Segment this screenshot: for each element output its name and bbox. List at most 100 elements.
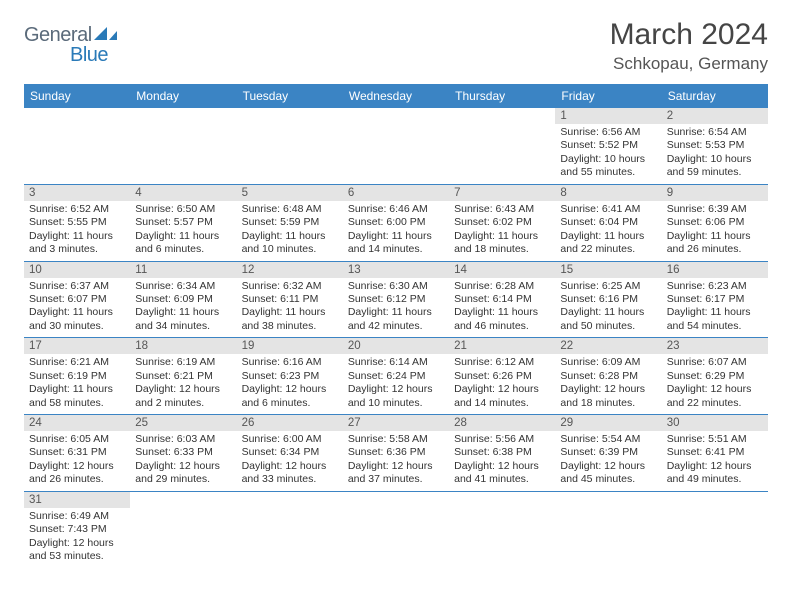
calendar-day-cell: 29Sunrise: 5:54 AMSunset: 6:39 PMDayligh… bbox=[555, 415, 661, 492]
sunset-text: Sunset: 6:19 PM bbox=[29, 370, 125, 383]
daylight-text: Daylight: 12 hours and 2 minutes. bbox=[135, 383, 231, 410]
day-number: 7 bbox=[449, 185, 555, 201]
daylight-text: Daylight: 12 hours and 29 minutes. bbox=[135, 460, 231, 487]
day-number: 8 bbox=[555, 185, 661, 201]
calendar-day-cell: 21Sunrise: 6:12 AMSunset: 6:26 PMDayligh… bbox=[449, 338, 555, 415]
daylight-text: Daylight: 12 hours and 33 minutes. bbox=[242, 460, 338, 487]
weekday-header: Monday bbox=[130, 84, 236, 108]
calendar-empty-cell bbox=[449, 108, 555, 184]
sunset-text: Sunset: 5:55 PM bbox=[29, 216, 125, 229]
daylight-text: Daylight: 12 hours and 18 minutes. bbox=[560, 383, 656, 410]
calendar-day-cell: 27Sunrise: 5:58 AMSunset: 6:36 PMDayligh… bbox=[343, 415, 449, 492]
calendar-day-cell: 26Sunrise: 6:00 AMSunset: 6:34 PMDayligh… bbox=[237, 415, 343, 492]
daylight-text: Daylight: 12 hours and 6 minutes. bbox=[242, 383, 338, 410]
calendar-day-cell: 10Sunrise: 6:37 AMSunset: 6:07 PMDayligh… bbox=[24, 261, 130, 338]
sunrise-text: Sunrise: 6:43 AM bbox=[454, 203, 550, 216]
day-number: 30 bbox=[662, 415, 768, 431]
daylight-text: Daylight: 11 hours and 26 minutes. bbox=[667, 230, 763, 257]
daylight-text: Daylight: 11 hours and 6 minutes. bbox=[135, 230, 231, 257]
sunrise-text: Sunrise: 6:07 AM bbox=[667, 356, 763, 369]
day-details: Sunrise: 6:46 AMSunset: 6:00 PMDaylight:… bbox=[343, 201, 449, 261]
sunrise-text: Sunrise: 6:16 AM bbox=[242, 356, 338, 369]
calendar-day-cell: 20Sunrise: 6:14 AMSunset: 6:24 PMDayligh… bbox=[343, 338, 449, 415]
day-details: Sunrise: 5:51 AMSunset: 6:41 PMDaylight:… bbox=[662, 431, 768, 491]
weekday-header: Tuesday bbox=[237, 84, 343, 108]
calendar-day-cell: 30Sunrise: 5:51 AMSunset: 6:41 PMDayligh… bbox=[662, 415, 768, 492]
day-details: Sunrise: 6:48 AMSunset: 5:59 PMDaylight:… bbox=[237, 201, 343, 261]
sunset-text: Sunset: 6:28 PM bbox=[560, 370, 656, 383]
brand-part1: General bbox=[24, 24, 92, 46]
brand-part2: Blue bbox=[70, 44, 108, 66]
calendar-empty-cell bbox=[237, 108, 343, 184]
sunset-text: Sunset: 5:53 PM bbox=[667, 139, 763, 152]
day-number: 20 bbox=[343, 338, 449, 354]
daylight-text: Daylight: 11 hours and 18 minutes. bbox=[454, 230, 550, 257]
sunrise-text: Sunrise: 5:54 AM bbox=[560, 433, 656, 446]
month-title: March 2024 bbox=[610, 18, 768, 52]
day-number: 26 bbox=[237, 415, 343, 431]
daylight-text: Daylight: 11 hours and 34 minutes. bbox=[135, 306, 231, 333]
calendar-week-row: 3Sunrise: 6:52 AMSunset: 5:55 PMDaylight… bbox=[24, 184, 768, 261]
day-number: 6 bbox=[343, 185, 449, 201]
sunrise-text: Sunrise: 6:25 AM bbox=[560, 280, 656, 293]
sunset-text: Sunset: 6:12 PM bbox=[348, 293, 444, 306]
sunset-text: Sunset: 6:06 PM bbox=[667, 216, 763, 229]
calendar-empty-cell bbox=[343, 491, 449, 567]
daylight-text: Daylight: 11 hours and 14 minutes. bbox=[348, 230, 444, 257]
sunrise-text: Sunrise: 6:41 AM bbox=[560, 203, 656, 216]
day-details: Sunrise: 6:49 AMSunset: 7:43 PMDaylight:… bbox=[24, 508, 130, 568]
sunrise-text: Sunrise: 6:50 AM bbox=[135, 203, 231, 216]
sunrise-text: Sunrise: 5:56 AM bbox=[454, 433, 550, 446]
day-number: 23 bbox=[662, 338, 768, 354]
sunrise-text: Sunrise: 6:46 AM bbox=[348, 203, 444, 216]
day-number: 17 bbox=[24, 338, 130, 354]
day-number: 12 bbox=[237, 262, 343, 278]
sunset-text: Sunset: 5:57 PM bbox=[135, 216, 231, 229]
sunrise-text: Sunrise: 6:54 AM bbox=[667, 126, 763, 139]
day-details: Sunrise: 6:34 AMSunset: 6:09 PMDaylight:… bbox=[130, 278, 236, 338]
daylight-text: Daylight: 11 hours and 30 minutes. bbox=[29, 306, 125, 333]
sunset-text: Sunset: 6:17 PM bbox=[667, 293, 763, 306]
day-details: Sunrise: 6:19 AMSunset: 6:21 PMDaylight:… bbox=[130, 354, 236, 414]
calendar-empty-cell bbox=[24, 108, 130, 184]
sunrise-text: Sunrise: 6:05 AM bbox=[29, 433, 125, 446]
sunrise-text: Sunrise: 6:00 AM bbox=[242, 433, 338, 446]
calendar-week-row: 24Sunrise: 6:05 AMSunset: 6:31 PMDayligh… bbox=[24, 415, 768, 492]
daylight-text: Daylight: 10 hours and 55 minutes. bbox=[560, 153, 656, 180]
calendar-day-cell: 4Sunrise: 6:50 AMSunset: 5:57 PMDaylight… bbox=[130, 184, 236, 261]
day-details: Sunrise: 6:54 AMSunset: 5:53 PMDaylight:… bbox=[662, 124, 768, 184]
day-details: Sunrise: 6:21 AMSunset: 6:19 PMDaylight:… bbox=[24, 354, 130, 414]
day-number: 11 bbox=[130, 262, 236, 278]
calendar-day-cell: 14Sunrise: 6:28 AMSunset: 6:14 PMDayligh… bbox=[449, 261, 555, 338]
sunset-text: Sunset: 6:21 PM bbox=[135, 370, 231, 383]
calendar-day-cell: 16Sunrise: 6:23 AMSunset: 6:17 PMDayligh… bbox=[662, 261, 768, 338]
sunrise-text: Sunrise: 6:34 AM bbox=[135, 280, 231, 293]
day-details: Sunrise: 6:52 AMSunset: 5:55 PMDaylight:… bbox=[24, 201, 130, 261]
daylight-text: Daylight: 11 hours and 3 minutes. bbox=[29, 230, 125, 257]
day-number: 9 bbox=[662, 185, 768, 201]
day-details: Sunrise: 6:03 AMSunset: 6:33 PMDaylight:… bbox=[130, 431, 236, 491]
sunset-text: Sunset: 6:23 PM bbox=[242, 370, 338, 383]
sail-icon bbox=[94, 27, 118, 44]
sunset-text: Sunset: 6:16 PM bbox=[560, 293, 656, 306]
day-number: 14 bbox=[449, 262, 555, 278]
day-details: Sunrise: 6:43 AMSunset: 6:02 PMDaylight:… bbox=[449, 201, 555, 261]
daylight-text: Daylight: 11 hours and 10 minutes. bbox=[242, 230, 338, 257]
daylight-text: Daylight: 12 hours and 10 minutes. bbox=[348, 383, 444, 410]
calendar-day-cell: 31Sunrise: 6:49 AMSunset: 7:43 PMDayligh… bbox=[24, 491, 130, 567]
calendar-day-cell: 15Sunrise: 6:25 AMSunset: 6:16 PMDayligh… bbox=[555, 261, 661, 338]
day-details: Sunrise: 6:07 AMSunset: 6:29 PMDaylight:… bbox=[662, 354, 768, 414]
sunrise-text: Sunrise: 6:49 AM bbox=[29, 510, 125, 523]
day-number: 3 bbox=[24, 185, 130, 201]
calendar-day-cell: 22Sunrise: 6:09 AMSunset: 6:28 PMDayligh… bbox=[555, 338, 661, 415]
sunrise-text: Sunrise: 6:30 AM bbox=[348, 280, 444, 293]
calendar-week-row: 31Sunrise: 6:49 AMSunset: 7:43 PMDayligh… bbox=[24, 491, 768, 567]
day-details: Sunrise: 6:05 AMSunset: 6:31 PMDaylight:… bbox=[24, 431, 130, 491]
day-details: Sunrise: 6:16 AMSunset: 6:23 PMDaylight:… bbox=[237, 354, 343, 414]
sunset-text: Sunset: 6:02 PM bbox=[454, 216, 550, 229]
day-number: 24 bbox=[24, 415, 130, 431]
day-number: 2 bbox=[662, 108, 768, 124]
day-details: Sunrise: 6:28 AMSunset: 6:14 PMDaylight:… bbox=[449, 278, 555, 338]
sunrise-text: Sunrise: 6:21 AM bbox=[29, 356, 125, 369]
day-number: 15 bbox=[555, 262, 661, 278]
